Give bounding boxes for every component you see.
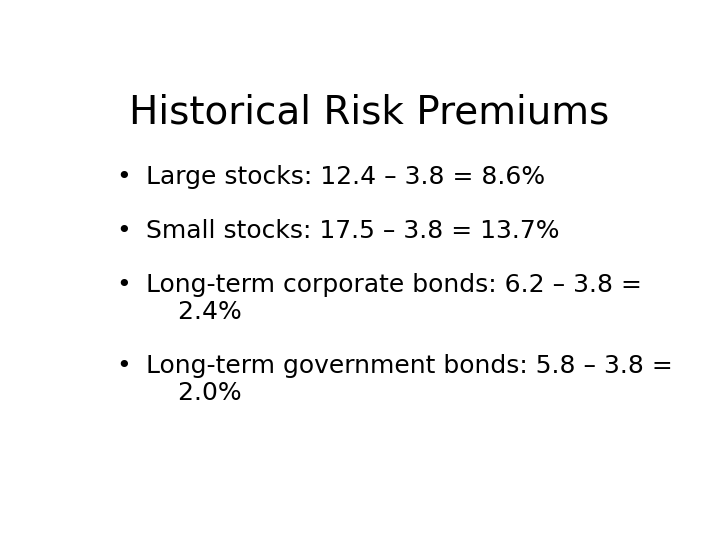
Text: 2.4%: 2.4% xyxy=(145,300,241,323)
Text: Long-term government bonds: 5.8 – 3.8 =: Long-term government bonds: 5.8 – 3.8 = xyxy=(145,354,672,378)
Text: Historical Risk Premiums: Historical Risk Premiums xyxy=(129,94,609,132)
Text: Long-term corporate bonds: 6.2 – 3.8 =: Long-term corporate bonds: 6.2 – 3.8 = xyxy=(145,273,642,296)
Text: •: • xyxy=(116,219,131,242)
Text: Small stocks: 17.5 – 3.8 = 13.7%: Small stocks: 17.5 – 3.8 = 13.7% xyxy=(145,219,559,242)
Text: •: • xyxy=(116,354,131,378)
Text: Large stocks: 12.4 – 3.8 = 8.6%: Large stocks: 12.4 – 3.8 = 8.6% xyxy=(145,165,545,188)
Text: 2.0%: 2.0% xyxy=(145,381,241,405)
Text: •: • xyxy=(116,273,131,296)
Text: •: • xyxy=(116,165,131,188)
